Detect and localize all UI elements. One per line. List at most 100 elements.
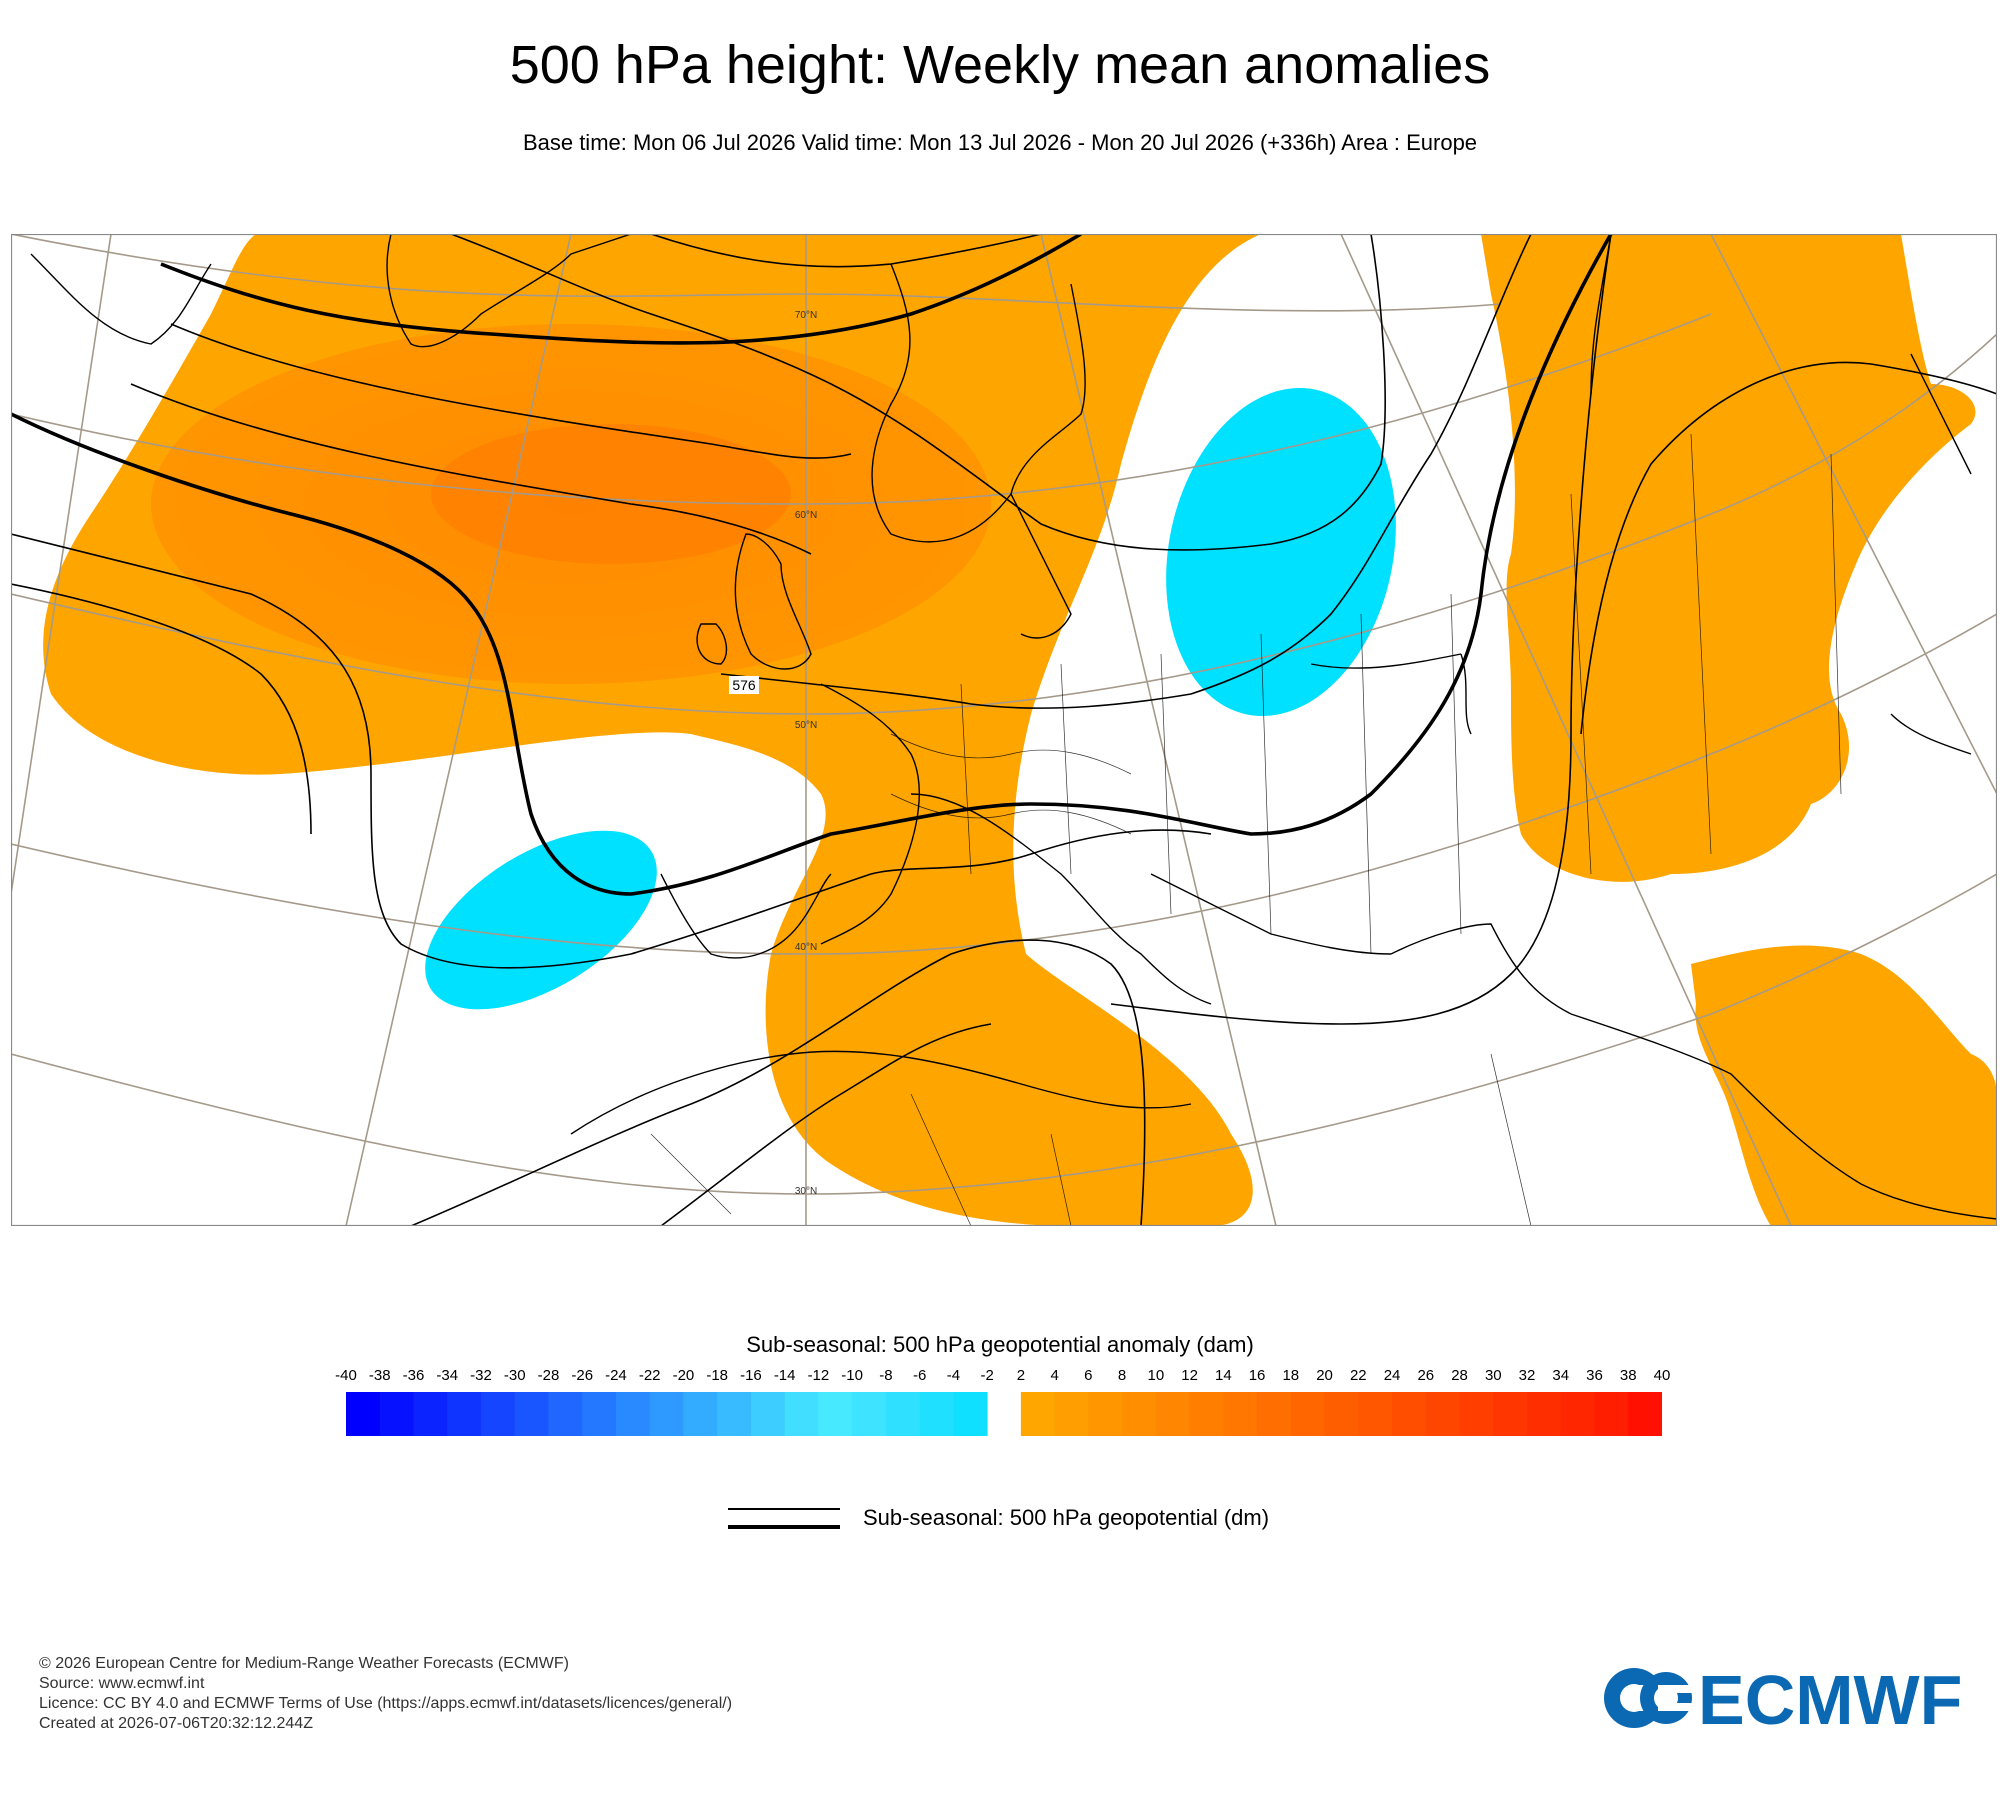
anomaly-positive-east — [1481, 234, 1976, 882]
ecmwf-logo: ECMWF — [1604, 1661, 1962, 1738]
colorbar-swatch-negative — [919, 1392, 954, 1436]
colorbar-tick-label: -30 — [503, 1367, 526, 1384]
colorbar-tick-labels: -40 -38 -36 -34 -32 -30 -28 -26 -24 -22 -20 -18 -16-… — [0, 1367, 2000, 1387]
anomaly-positive-middle-east — [1691, 945, 1997, 1226]
colorbar-tick-label: -34 — [436, 1367, 459, 1384]
colorbar-tick-label: -4 — [946, 1367, 961, 1384]
colorbar-tick-label: -8 — [879, 1367, 893, 1384]
footer-created: Created at 2026-07-06T20:32:12.244Z — [39, 1715, 313, 1732]
colorbar-swatch-negative — [413, 1392, 448, 1436]
contour-legend-line-thin — [728, 1508, 840, 1510]
colorbar-tick-label: 20 — [1316, 1367, 1333, 1384]
colorbar-swatch-negative — [885, 1392, 921, 1436]
latitude-labels: 70°N 60°N 50°N 40°N 30°N — [795, 310, 817, 1197]
colorbar-tick-label: 16 — [1248, 1367, 1266, 1384]
contour-legend-label: Sub-seasonal: 500 hPa geopotential (dm) — [863, 1505, 1270, 1530]
contour-label-box — [729, 676, 759, 694]
contour-legend-line-thick — [728, 1525, 840, 1529]
colorbar-swatch-positive — [1155, 1392, 1191, 1436]
map-frame — [11, 234, 1997, 1226]
europe-map: 70°N 60°N 50°N 40°N 30°N — [11, 234, 1997, 1226]
footer-copyright: © 2026 European Centre for Medium-Range … — [39, 1655, 569, 1672]
colorbar-swatch-negative — [649, 1392, 684, 1436]
colorbar-tick-label: -12 — [807, 1367, 830, 1384]
colorbar-swatch-positive — [1290, 1392, 1326, 1436]
colorbar-swatch-positive — [1560, 1392, 1596, 1436]
colorbar-swatch-negative — [615, 1392, 651, 1436]
colorbar-swatch-negative — [379, 1392, 414, 1436]
colorbar-tick-label: -22 — [638, 1367, 661, 1384]
colorbar-swatch-positive — [1527, 1392, 1562, 1436]
colorbar-tick-label: 2 — [1016, 1367, 1026, 1384]
coastlines — [30, 234, 1997, 1220]
colorbar-tick-label: 22 — [1349, 1367, 1367, 1384]
colorbar-swatch-negative — [717, 1392, 752, 1436]
lat-label-30: 30°N — [795, 1186, 817, 1197]
colorbar-swatch-positive — [1088, 1392, 1123, 1436]
country-borders — [650, 433, 1842, 1226]
colorbar-swatch-negative — [953, 1392, 988, 1436]
colorbar-tick-label: 12 — [1181, 1367, 1198, 1384]
graticule — [11, 234, 1997, 1226]
colorbar-swatch-negative — [683, 1392, 718, 1436]
lat-label-40: 40°N — [795, 942, 817, 953]
colorbar-swatch-positive — [1459, 1392, 1494, 1436]
colorbar-swatch-positive — [1358, 1392, 1393, 1436]
lat-label-70: 70°N — [795, 310, 817, 321]
colorbar-swatch-positive — [1189, 1392, 1224, 1436]
colorbar-tick-label: 10 — [1147, 1367, 1165, 1384]
colorbar-swatch-positive — [1392, 1392, 1427, 1436]
colorbar-tick-label: -26 — [571, 1367, 594, 1384]
colorbar-swatch-negative — [548, 1392, 583, 1436]
colorbar-swatch-positive — [1594, 1392, 1629, 1436]
colorbar-tick-label: -16 — [740, 1367, 762, 1384]
colorbar-swatch-positive — [1054, 1392, 1089, 1436]
colorbar-tick-label: 28 — [1451, 1367, 1468, 1384]
chart-title: 500 hPa height: Weekly mean anomalies — [509, 35, 1491, 95]
colorbar-tick-label: 32 — [1518, 1367, 1536, 1384]
colorbar-swatch-positive — [1324, 1392, 1359, 1436]
contour-label: 576 — [732, 677, 756, 693]
geopotential-contours — [11, 234, 1997, 1226]
colorbar-tick-label: 24 — [1383, 1367, 1401, 1384]
colorbar-tick-label: 30 — [1484, 1367, 1502, 1384]
footer-source: Source: www.ecmwf.int — [39, 1675, 205, 1692]
colorbar-swatch-negative — [818, 1392, 853, 1436]
colorbar-tick-label: -20 — [672, 1367, 695, 1384]
colorbar-swatch-negative — [514, 1392, 549, 1436]
colorbar-swatch-positive — [1122, 1392, 1157, 1436]
colorbar-swatch-negative — [346, 1392, 381, 1436]
colorbar-tick-label: -10 — [841, 1367, 863, 1384]
colorbar-tick-label: 40 — [1653, 1367, 1671, 1384]
colorbar-swatch-negative — [447, 1392, 482, 1436]
anomaly-strong-core — [431, 424, 791, 564]
colorbar-tick-label: 26 — [1417, 1367, 1435, 1384]
colorbar-swatch-negative — [750, 1392, 786, 1436]
colorbar-tick-label: -24 — [605, 1367, 627, 1384]
colorbar-swatch-positive — [1020, 1392, 1056, 1436]
colorbar-tick-label: -18 — [706, 1367, 729, 1384]
colorbar-tick-label: -36 — [402, 1367, 425, 1384]
colorbar-tick-label: 4 — [1050, 1367, 1059, 1384]
colorbar-tick-label: -40 — [335, 1367, 357, 1384]
colorbar-tick-label: 8 — [1117, 1367, 1127, 1384]
colorbar-swatch-positive — [1425, 1392, 1461, 1436]
footer-licence: Licence: CC BY 4.0 and ECMWF Terms of Us… — [39, 1695, 733, 1712]
colorbar-tick-label: 6 — [1084, 1367, 1093, 1384]
colorbar-tick-label: -38 — [368, 1367, 391, 1384]
colorbar-tick-label: 36 — [1586, 1367, 1603, 1384]
lat-label-50: 50°N — [795, 720, 817, 731]
colorbar-tick-label: -14 — [773, 1367, 796, 1384]
colorbar-title: Sub-seasonal: 500 hPa geopotential anoma… — [746, 1332, 1254, 1357]
colorbar-swatch-positive — [1493, 1392, 1528, 1436]
colorbar-tick-label: -28 — [537, 1367, 560, 1384]
colorbar-swatch-negative — [784, 1392, 819, 1436]
colorbar-tick-label: -6 — [912, 1367, 927, 1384]
colorbar-swatch-positive — [1223, 1392, 1258, 1436]
lat-label-60: 60°N — [795, 510, 817, 521]
colorbar-swatch-negative — [480, 1392, 516, 1436]
chart-subtitle: Base time: Mon 06 Jul 2026 Valid time: M… — [522, 130, 1478, 155]
colorbar-tick-label: 38 — [1619, 1367, 1637, 1384]
ecmwf-logo-mark — [1604, 1668, 1708, 1728]
colorbar-swatch-positive — [1257, 1392, 1292, 1436]
